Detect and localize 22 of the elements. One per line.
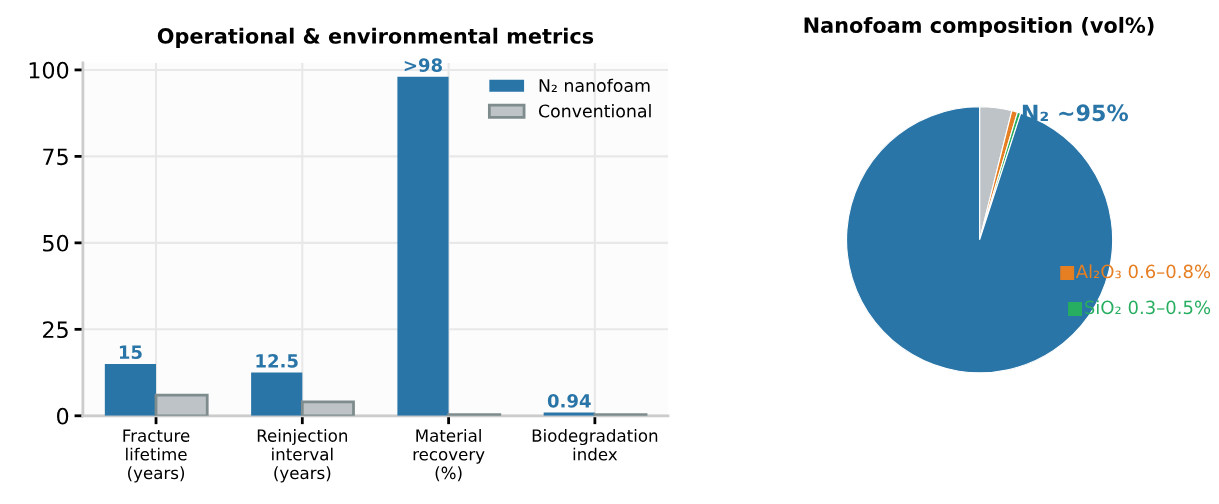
data-label: 0.94 — [547, 394, 591, 408]
bar — [251, 372, 303, 416]
legend-label: N₂ nanofoam — [539, 78, 650, 93]
y-tick-label: 0 — [57, 407, 69, 425]
data-label: 12.5 — [256, 354, 298, 368]
y-tick-label: 75 — [43, 148, 68, 166]
y-tick-label: 25 — [43, 321, 68, 339]
bar — [300, 400, 355, 416]
bar — [397, 76, 449, 416]
bar — [154, 393, 209, 416]
y-tick-label: 50 — [43, 234, 69, 252]
x-tick-label: Material recovery (%) — [413, 428, 485, 482]
bar — [104, 363, 157, 416]
x-tick-label: Fracture lifetime (years) — [123, 429, 190, 483]
x-tick-label: Reinjection interval (years) — [257, 428, 348, 483]
chart-title: Nanofoam composition (vol%) — [804, 16, 1154, 38]
x-tick-label: Biodegradation index — [532, 428, 658, 461]
data-label: >98 — [404, 58, 442, 72]
legend-label: Conventional — [538, 104, 651, 118]
y-tick-label: 100 — [29, 61, 69, 79]
chart-title: Operational & environmental metrics — [157, 27, 594, 48]
data-label: 15 — [119, 345, 142, 360]
